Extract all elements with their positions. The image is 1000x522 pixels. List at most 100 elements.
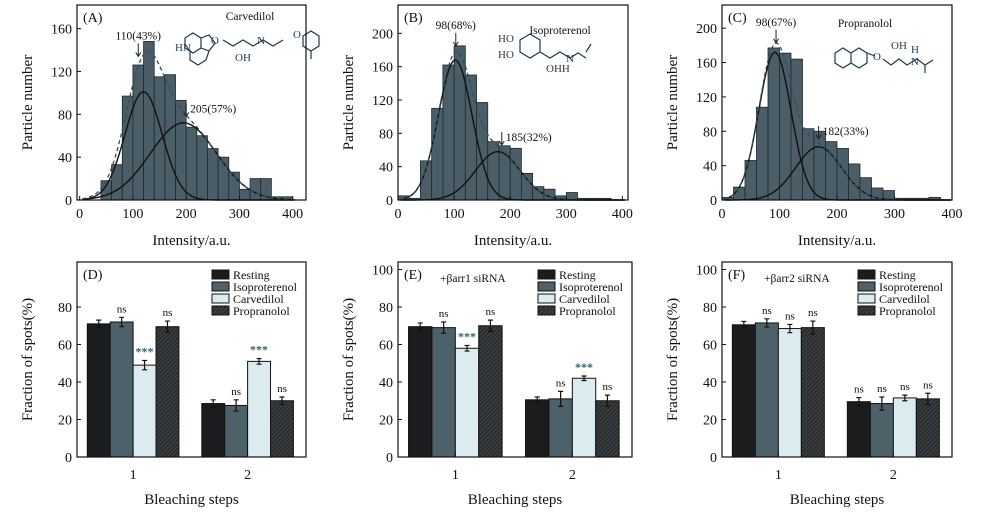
bar-isoproterenol bbox=[754, 322, 779, 458]
x-tick-label: 400 bbox=[942, 207, 963, 222]
histogram-bar bbox=[813, 130, 826, 201]
significance-label: ns bbox=[486, 306, 496, 318]
significance-label: ns bbox=[900, 381, 910, 393]
y-tick-label: 80 bbox=[703, 125, 717, 140]
legend-swatch bbox=[857, 269, 876, 280]
x-tick-label: 2 bbox=[890, 468, 897, 483]
legend-label: Resting bbox=[879, 268, 916, 282]
y-axis-title: Fraction of spots(%) bbox=[341, 298, 357, 421]
y-tick-label: 40 bbox=[379, 161, 393, 176]
fit-sum-curve bbox=[82, 50, 295, 201]
x-tick-label: 300 bbox=[229, 207, 250, 222]
bar-resting bbox=[201, 403, 226, 458]
molecule-atom-label: O bbox=[873, 51, 881, 63]
legend-label: Carvedilol bbox=[233, 292, 284, 306]
panel-d: ns *** ns 1 ns *** ns 2 RestingIsoproterenolCarv… bbox=[20, 261, 307, 508]
legend-swatch bbox=[211, 269, 230, 280]
plot-frame bbox=[721, 261, 953, 458]
y-tick-label: 0 bbox=[710, 194, 717, 209]
error-bar bbox=[256, 357, 262, 365]
error-bar bbox=[96, 319, 102, 329]
legend-label: Isoproterenol bbox=[879, 280, 944, 294]
peak-annotation: 98(68%) bbox=[436, 20, 476, 32]
bar-propranolol bbox=[915, 398, 940, 458]
histogram-bar bbox=[453, 45, 466, 201]
molecule-atom-label: HN bbox=[175, 42, 191, 54]
bar-isoproterenol bbox=[224, 404, 249, 458]
bar-resting bbox=[408, 326, 433, 458]
y-tick-label: 40 bbox=[703, 160, 717, 175]
histogram-bar bbox=[476, 102, 489, 201]
significance-label: *** bbox=[458, 329, 476, 343]
peak-arrow-icon bbox=[773, 29, 779, 44]
x-tick-label: 300 bbox=[556, 207, 577, 222]
x-tick-label: 200 bbox=[500, 207, 521, 222]
molecule-atom-label: OH bbox=[235, 52, 251, 64]
y-tick-label: 40 bbox=[58, 151, 72, 166]
plot-frame bbox=[721, 4, 953, 201]
legend-swatch bbox=[537, 293, 556, 304]
x-tick-label: 1 bbox=[130, 468, 137, 483]
y-axis-title: Particle number bbox=[665, 55, 681, 150]
panel-c: 98(67%)182(33%)0 100 200 300 400OOHNHPropran… bbox=[665, 4, 963, 249]
x-axis-title: Bleaching steps bbox=[144, 492, 239, 508]
peak-arrow-icon bbox=[135, 43, 142, 58]
legend-label: Isoproterenol bbox=[233, 280, 298, 294]
panel-label: (C) bbox=[728, 11, 747, 26]
legend-label: Propranolol bbox=[879, 304, 936, 318]
x-tick-label: 0 bbox=[76, 207, 83, 222]
bar-resting bbox=[846, 401, 871, 458]
molecule-atom-label: HO bbox=[498, 49, 514, 61]
histogram-bar bbox=[249, 178, 262, 201]
error-bar bbox=[142, 359, 148, 371]
bar-carvedilol bbox=[247, 360, 272, 458]
compound-name: Carvedilol bbox=[226, 11, 275, 23]
peak-arrow-icon bbox=[183, 103, 190, 118]
error-bar bbox=[487, 319, 493, 332]
x-axis-title: Intensity/a.u. bbox=[474, 233, 552, 249]
plot-frame bbox=[76, 261, 307, 458]
y-tick-label: 60 bbox=[703, 339, 717, 354]
histogram-bar bbox=[509, 147, 522, 201]
error-bar bbox=[787, 323, 793, 334]
error-bar bbox=[810, 320, 816, 335]
y-tick-label: 160 bbox=[51, 23, 72, 38]
significance-label: ns bbox=[762, 305, 772, 317]
y-tick-label: 120 bbox=[51, 65, 72, 80]
molecule-atom-label: H bbox=[911, 44, 919, 56]
legend-swatch bbox=[537, 281, 556, 292]
significance-label: ns bbox=[603, 381, 613, 393]
peak-annotation: 185(32%) bbox=[506, 132, 552, 144]
legend-swatch bbox=[211, 305, 230, 316]
error-bar bbox=[925, 392, 931, 406]
x-tick-label: 2 bbox=[569, 468, 576, 483]
legend-swatch bbox=[537, 305, 556, 316]
x-tick-label: 100 bbox=[444, 207, 465, 222]
error-bar bbox=[417, 322, 423, 332]
histogram-bar bbox=[207, 148, 219, 201]
molecule-atom-label: HO bbox=[498, 33, 514, 45]
significance-label: *** bbox=[250, 343, 268, 357]
histogram-bar bbox=[565, 192, 578, 201]
legend-label: Resting bbox=[559, 268, 596, 282]
y-tick-label: 60 bbox=[58, 339, 72, 354]
bar-carvedilol bbox=[132, 364, 157, 458]
histogram-bar bbox=[143, 41, 155, 201]
y-tick-label: 160 bbox=[696, 57, 717, 72]
peak-annotation: 182(33%) bbox=[823, 126, 869, 138]
histogram-bar bbox=[185, 126, 198, 201]
error-bar bbox=[558, 390, 564, 407]
error-bar bbox=[279, 396, 285, 406]
legend-swatch bbox=[857, 293, 876, 304]
bar-resting bbox=[86, 323, 111, 458]
x-tick-label: 400 bbox=[612, 207, 633, 222]
x-tick-label: 1 bbox=[452, 468, 459, 483]
legend-swatch bbox=[211, 281, 230, 292]
significance-label: ns bbox=[854, 384, 864, 396]
significance-label: ns bbox=[556, 377, 566, 389]
y-axis-title: Fraction of spots(%) bbox=[20, 298, 36, 421]
significance-label: ns bbox=[231, 386, 241, 398]
error-bar bbox=[119, 316, 125, 328]
x-tick-label: 100 bbox=[769, 207, 790, 222]
bar-isoproterenol bbox=[548, 398, 573, 458]
